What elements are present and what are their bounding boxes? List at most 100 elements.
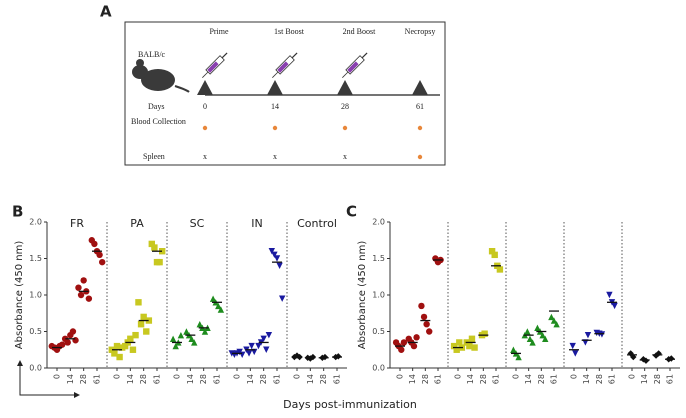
data-point — [426, 328, 433, 335]
data-point — [137, 321, 145, 328]
x-tick-label: 0 — [113, 374, 122, 379]
y-tick-label: 0.5 — [29, 327, 42, 336]
y-tick-label: 1.0 — [29, 291, 42, 300]
data-point — [108, 346, 115, 353]
data-point — [496, 266, 504, 273]
strain-label: BALB/c — [138, 50, 166, 59]
data-point — [642, 357, 650, 364]
data-point — [77, 291, 85, 299]
data-point — [611, 302, 618, 310]
y-tick-label: 2.0 — [29, 218, 42, 227]
x-tick-label: 28 — [537, 374, 546, 384]
data-point — [260, 335, 267, 342]
blood-dot — [272, 125, 278, 131]
data-point — [69, 328, 77, 335]
blood-label: Blood Collection — [131, 117, 186, 126]
x-tick-label: 14 — [524, 374, 533, 384]
data-point — [526, 335, 534, 342]
x-tick-label: 28 — [653, 374, 662, 384]
x-tick-label: 14 — [640, 374, 649, 384]
x-tick-label: 14 — [246, 374, 255, 384]
y-axis-label: Absorbance (450 nm) — [357, 241, 368, 350]
data-point — [598, 331, 606, 338]
data-point — [553, 321, 560, 328]
data-point — [468, 335, 476, 342]
days-label: Days — [148, 102, 164, 111]
data-point — [96, 251, 103, 259]
syringe-icon — [272, 52, 298, 78]
data-point — [265, 331, 273, 339]
x-tick-label: 14 — [582, 374, 591, 384]
y-tick-label: 0.0 — [372, 364, 385, 373]
data-point — [279, 295, 286, 302]
data-point — [550, 317, 558, 324]
data-point — [529, 339, 536, 346]
syringe-needle — [342, 71, 349, 78]
x-tick-label: 0 — [396, 374, 405, 379]
x-tick-label: 61 — [273, 374, 282, 384]
stage-triangle — [412, 80, 428, 95]
stage-label: Necropsy — [405, 27, 436, 36]
data-point — [248, 342, 255, 350]
data-point — [127, 335, 134, 342]
data-point — [116, 353, 123, 361]
data-point — [627, 350, 634, 357]
x-tick-label: 28 — [319, 374, 328, 384]
data-point — [309, 353, 317, 361]
syringe-plunger — [291, 52, 298, 59]
x-tick-label: 14 — [66, 374, 75, 384]
data-point — [534, 324, 541, 332]
stage-label: Prime — [209, 27, 229, 36]
x-tick-label: 61 — [608, 374, 617, 384]
data-point — [75, 284, 82, 291]
x-tick-label: 61 — [213, 374, 222, 384]
stage-label: 2nd Boost — [343, 27, 376, 36]
x-tick-label: 14 — [306, 374, 315, 384]
stage-label: 1st Boost — [274, 27, 305, 36]
data-point — [420, 313, 428, 321]
x-tick-label: 61 — [333, 374, 342, 384]
spleen-mark: x — [203, 152, 207, 161]
data-point — [159, 248, 166, 255]
x-tick-label: 61 — [93, 374, 102, 384]
data-point — [398, 346, 405, 353]
data-point — [321, 353, 329, 361]
data-point — [542, 335, 549, 342]
x-tick-label: 0 — [628, 374, 637, 379]
panel-letter: A — [100, 3, 112, 21]
x-tick-label: 61 — [153, 374, 162, 384]
data-point — [471, 344, 478, 351]
stage-triangle — [337, 80, 353, 95]
data-point — [177, 331, 185, 339]
syringe-plunger — [221, 52, 228, 59]
data-point — [510, 346, 517, 353]
syringe-icon — [342, 52, 368, 78]
data-point — [245, 350, 253, 357]
data-point — [196, 321, 203, 328]
data-point — [169, 335, 177, 342]
data-point — [400, 339, 408, 346]
group-label: Control — [297, 217, 337, 230]
data-point — [539, 331, 546, 339]
data-point — [99, 258, 106, 266]
group-label: PA — [130, 217, 144, 230]
data-point — [423, 321, 430, 328]
data-point — [481, 330, 488, 337]
spleen-mark: x — [343, 152, 347, 161]
x-tick-label: 61 — [492, 374, 501, 384]
data-point — [271, 251, 278, 259]
x-tick-label: 61 — [434, 374, 443, 384]
data-point — [548, 313, 555, 321]
syringe-plunger — [361, 52, 368, 59]
data-point — [129, 346, 137, 353]
mouse-icon — [132, 59, 190, 93]
data-point — [59, 341, 66, 348]
x-tick-label: 28 — [479, 374, 488, 384]
blood-dot — [202, 125, 208, 131]
day-value: 0 — [203, 102, 207, 111]
data-point — [64, 339, 71, 346]
group-label: SC — [190, 217, 205, 230]
data-point — [572, 350, 579, 357]
day-value: 14 — [271, 102, 279, 111]
data-point — [450, 342, 458, 350]
